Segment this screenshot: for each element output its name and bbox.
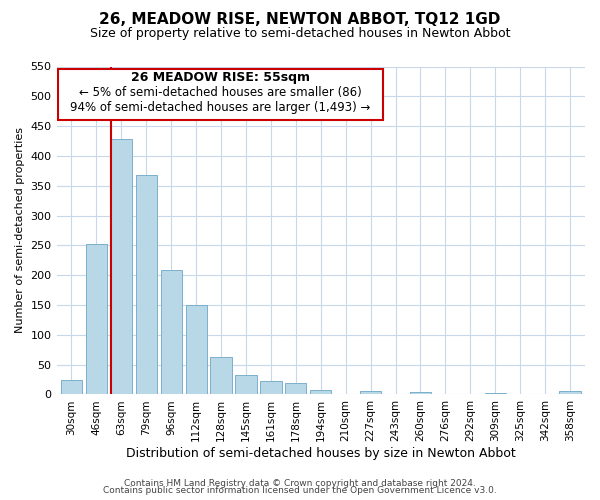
Bar — [310, 390, 331, 394]
Bar — [260, 380, 281, 394]
Bar — [485, 392, 506, 394]
Bar — [410, 392, 431, 394]
Polygon shape — [58, 69, 383, 120]
X-axis label: Distribution of semi-detached houses by size in Newton Abbot: Distribution of semi-detached houses by … — [126, 447, 515, 460]
Bar — [285, 383, 307, 394]
Bar — [360, 392, 381, 394]
Bar — [86, 244, 107, 394]
Bar — [111, 139, 132, 394]
Bar — [559, 392, 581, 394]
Text: Size of property relative to semi-detached houses in Newton Abbot: Size of property relative to semi-detach… — [90, 28, 510, 40]
Text: 94% of semi-detached houses are larger (1,493) →: 94% of semi-detached houses are larger (… — [70, 101, 371, 114]
Bar — [161, 270, 182, 394]
Y-axis label: Number of semi-detached properties: Number of semi-detached properties — [15, 128, 25, 334]
Bar — [211, 357, 232, 395]
Bar — [61, 380, 82, 394]
Text: 26 MEADOW RISE: 55sqm: 26 MEADOW RISE: 55sqm — [131, 70, 310, 84]
Bar — [235, 375, 257, 394]
Bar — [185, 305, 207, 394]
Text: Contains public sector information licensed under the Open Government Licence v3: Contains public sector information licen… — [103, 486, 497, 495]
Text: 26, MEADOW RISE, NEWTON ABBOT, TQ12 1GD: 26, MEADOW RISE, NEWTON ABBOT, TQ12 1GD — [100, 12, 500, 28]
Text: Contains HM Land Registry data © Crown copyright and database right 2024.: Contains HM Land Registry data © Crown c… — [124, 478, 476, 488]
Text: ← 5% of semi-detached houses are smaller (86): ← 5% of semi-detached houses are smaller… — [79, 86, 362, 98]
Bar — [136, 175, 157, 394]
